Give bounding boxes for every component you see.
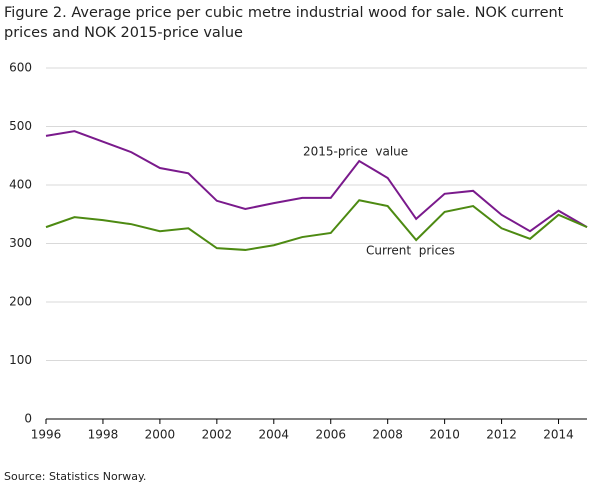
x-tick-label: 2010 [429, 428, 460, 442]
x-tick-label: 2006 [315, 428, 346, 442]
y-tick-label: 500 [9, 119, 32, 133]
source-note: Source: Statistics Norway. [4, 470, 147, 483]
chart-title: Figure 2. Average price per cubic metre … [4, 5, 564, 41]
y-tick-label: 400 [9, 178, 32, 192]
x-tick-label: 2004 [259, 428, 290, 442]
y-tick-label: 600 [9, 61, 32, 75]
x-tick-label: 1998 [88, 428, 119, 442]
x-tick-label: 2002 [202, 428, 233, 442]
x-tick-label: 1996 [31, 428, 62, 442]
y-tick-label: 0 [24, 412, 32, 426]
y-tick-label: 300 [9, 236, 32, 250]
y-tick-label: 100 [9, 353, 32, 367]
series-label: Current prices [366, 244, 455, 258]
x-tick-label: 2008 [372, 428, 403, 442]
x-tick-label: 2000 [145, 428, 176, 442]
series-line [45, 130, 588, 233]
x-tick-label: 2012 [486, 428, 517, 442]
y-tick-label: 200 [9, 295, 32, 309]
series-line [45, 199, 588, 251]
x-tick-label: 2014 [543, 428, 574, 442]
series-label: 2015-price value [303, 145, 408, 159]
